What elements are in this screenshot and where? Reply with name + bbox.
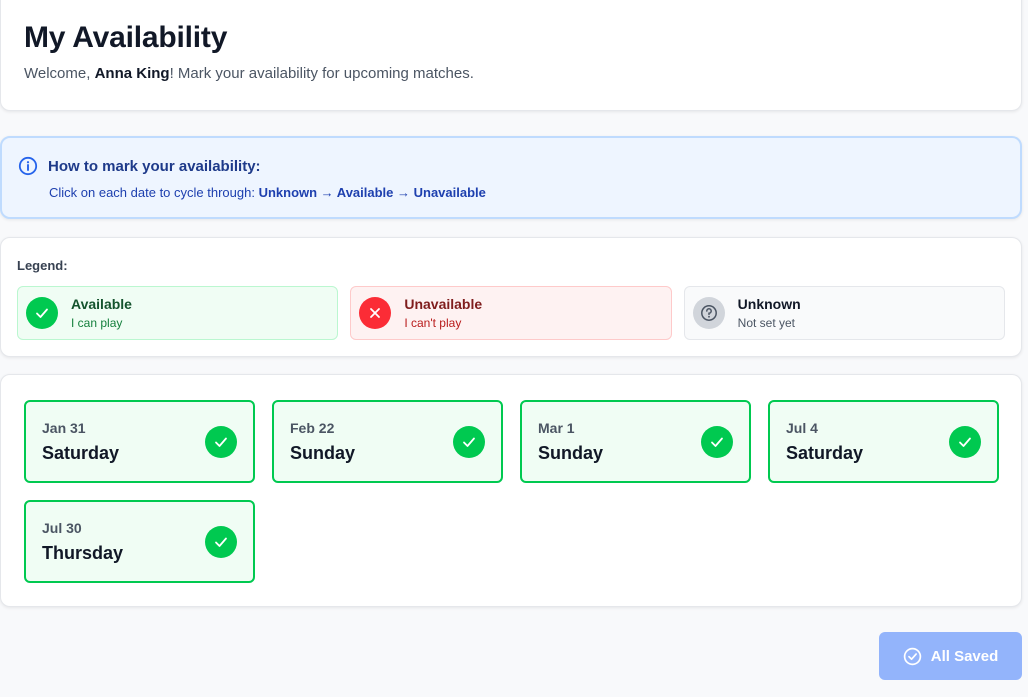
date-card-jan-31[interactable]: Jan 31 Saturday bbox=[24, 400, 255, 483]
date-card-jul-4[interactable]: Jul 4 Saturday bbox=[768, 400, 999, 483]
dates-panel: Jan 31 Saturday Feb 22 Sunday Mar 1 Sund… bbox=[0, 374, 1022, 607]
page-title: My Availability bbox=[24, 21, 228, 54]
user-name: Anna King bbox=[94, 65, 170, 82]
legend-label: Legend: bbox=[17, 258, 68, 273]
instructions-text: Click on each date to cycle through: Unk… bbox=[49, 185, 486, 200]
legend-unavailable-title: Unavailable bbox=[404, 296, 483, 312]
legend-unknown-subtitle: Not set yet bbox=[737, 316, 796, 330]
weekday-label: Sunday bbox=[538, 443, 604, 463]
date-card-mar-1[interactable]: Mar 1 Sunday bbox=[520, 400, 751, 483]
weekday-label: Saturday bbox=[42, 443, 120, 463]
legend-available-subtitle: I can play bbox=[71, 316, 123, 330]
x-icon bbox=[359, 297, 392, 329]
date-label: Jul 4 bbox=[786, 420, 818, 436]
legend-available-title: Available bbox=[71, 296, 132, 312]
date-card-feb-22[interactable]: Feb 22 Sunday bbox=[272, 400, 503, 483]
legend-unavailable: Unavailable I can't play bbox=[350, 286, 672, 340]
legend-unknown: Unknown Not set yet bbox=[683, 286, 1005, 340]
status-cycle: Unknown → Available → Unavailable bbox=[258, 185, 486, 200]
date-label: Jan 31 bbox=[42, 420, 86, 436]
welcome-text: Welcome, Anna King! Mark your availabili… bbox=[24, 65, 474, 82]
legend-unknown-title: Unknown bbox=[737, 296, 801, 312]
date-label: Feb 22 bbox=[290, 420, 335, 436]
page-header: My Availability Welcome, Anna King! Mark… bbox=[0, 0, 1022, 111]
instructions-title: How to mark your availability: bbox=[48, 157, 261, 175]
check-circle-icon bbox=[903, 647, 922, 666]
all-saved-label: All Saved bbox=[930, 647, 999, 665]
weekday-label: Thursday bbox=[42, 543, 124, 563]
weekday-label: Saturday bbox=[786, 443, 864, 463]
date-label: Mar 1 bbox=[538, 420, 575, 436]
all-saved-button[interactable]: All Saved bbox=[879, 632, 1022, 680]
instructions-box: How to mark your availability: Click on … bbox=[0, 136, 1022, 219]
question-icon bbox=[692, 297, 725, 329]
check-icon bbox=[949, 426, 981, 458]
check-icon bbox=[701, 426, 733, 458]
info-icon bbox=[18, 156, 38, 176]
check-icon bbox=[26, 297, 58, 329]
check-icon bbox=[205, 526, 237, 558]
legend-unavailable-subtitle: I can't play bbox=[404, 316, 462, 330]
check-icon bbox=[453, 426, 485, 458]
date-card-jul-30[interactable]: Jul 30 Thursday bbox=[24, 500, 255, 583]
legend-panel: Legend: Available I can play Unavailable… bbox=[0, 237, 1022, 357]
weekday-label: Sunday bbox=[290, 443, 356, 463]
legend-available: Available I can play bbox=[17, 286, 339, 340]
date-label: Jul 30 bbox=[42, 520, 82, 536]
dates-grid: Jan 31 Saturday Feb 22 Sunday Mar 1 Sund… bbox=[24, 400, 999, 583]
check-icon bbox=[205, 426, 237, 458]
